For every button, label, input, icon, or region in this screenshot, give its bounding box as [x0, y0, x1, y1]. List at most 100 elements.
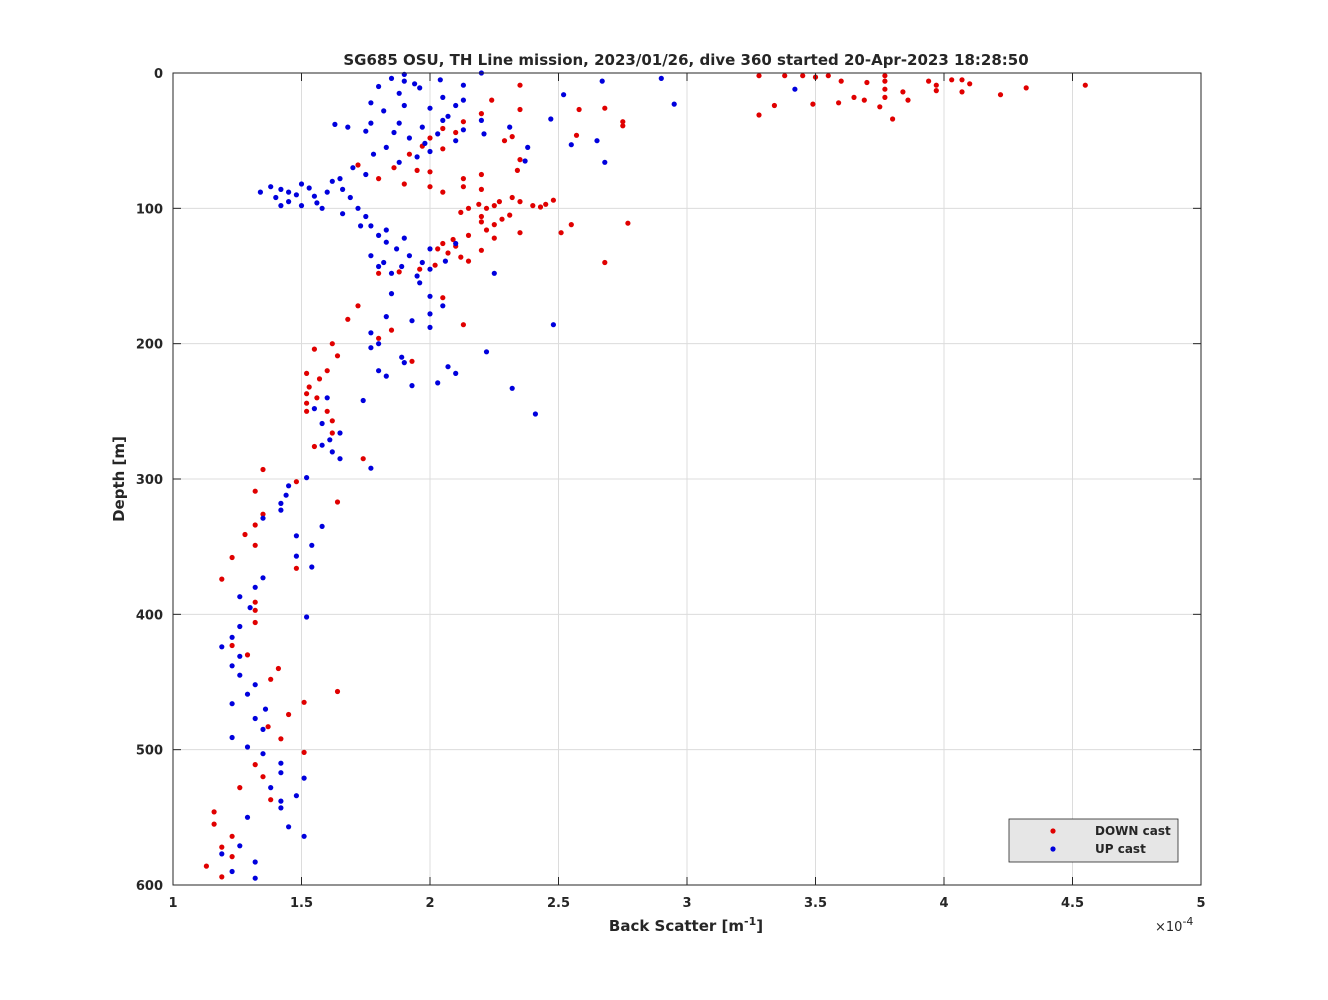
- data-point: [376, 176, 382, 182]
- data-point: [286, 189, 292, 195]
- data-point: [309, 564, 315, 570]
- data-point: [314, 200, 320, 206]
- data-point: [260, 726, 266, 733]
- data-point: [252, 607, 258, 613]
- data-point: [465, 205, 472, 211]
- data-point: [602, 159, 608, 165]
- data-point: [278, 186, 284, 192]
- data-point: [383, 227, 389, 233]
- data-point: [211, 809, 217, 815]
- data-point: [414, 273, 420, 279]
- data-point: [237, 672, 243, 678]
- x-tick-label: 3.5: [804, 896, 827, 911]
- data-point: [882, 94, 888, 100]
- data-point: [278, 203, 284, 209]
- x-tick-label: 4: [939, 896, 948, 911]
- data-point: [242, 531, 248, 538]
- data-point: [334, 688, 341, 695]
- data-point: [620, 119, 626, 125]
- data-point: [507, 124, 513, 130]
- data-point: [229, 734, 235, 741]
- x-tick-label: 3: [682, 896, 691, 911]
- data-point: [509, 385, 515, 391]
- data-point: [543, 201, 549, 207]
- data-point: [419, 259, 425, 266]
- data-point: [949, 77, 955, 83]
- series-up-cast: [219, 70, 798, 881]
- data-point: [460, 97, 466, 103]
- data-point: [376, 83, 382, 90]
- data-point: [568, 222, 574, 228]
- data-point: [304, 614, 310, 620]
- y-tick-label: 200: [136, 338, 163, 353]
- data-point: [620, 123, 626, 129]
- legend-marker: [1050, 846, 1056, 852]
- data-point: [283, 492, 289, 498]
- data-point: [311, 406, 317, 412]
- data-point: [478, 117, 484, 123]
- x-tick-label: 2: [425, 896, 434, 911]
- data-point: [414, 167, 420, 173]
- data-point: [532, 411, 539, 417]
- data-point: [244, 691, 251, 697]
- data-point: [460, 322, 466, 328]
- data-point: [517, 157, 523, 163]
- data-point: [293, 553, 299, 559]
- data-point: [293, 192, 299, 198]
- data-point: [959, 77, 965, 83]
- data-point: [337, 176, 343, 182]
- data-point: [278, 805, 284, 811]
- data-point: [293, 793, 299, 799]
- data-point: [324, 408, 330, 414]
- y-axis-title: Depth [m]: [110, 436, 128, 522]
- data-point: [900, 89, 906, 95]
- data-point: [368, 223, 374, 229]
- data-point: [450, 236, 456, 243]
- data-point: [329, 341, 335, 347]
- data-point: [522, 158, 528, 164]
- data-point: [501, 138, 508, 144]
- data-point: [319, 420, 325, 427]
- data-point: [491, 270, 497, 276]
- legend: DOWN cast UP cast: [1008, 818, 1179, 863]
- data-point: [229, 554, 235, 561]
- data-point: [252, 522, 258, 528]
- data-point: [905, 97, 911, 103]
- data-point: [576, 106, 582, 113]
- data-point: [278, 770, 284, 776]
- data-point: [959, 89, 965, 95]
- data-point: [409, 358, 415, 364]
- data-point: [491, 235, 497, 241]
- data-point: [568, 142, 574, 148]
- data-point: [229, 833, 235, 839]
- data-point: [360, 456, 366, 462]
- data-point: [440, 146, 446, 152]
- data-point: [417, 85, 423, 91]
- data-point: [327, 437, 333, 443]
- data-point: [800, 73, 806, 79]
- data-point: [440, 117, 446, 123]
- data-point: [237, 623, 243, 630]
- data-point: [409, 318, 415, 324]
- y-tick-label: 100: [136, 202, 163, 217]
- data-point: [376, 335, 382, 341]
- data-point: [460, 82, 466, 88]
- data-point: [324, 189, 330, 195]
- data-point: [376, 270, 382, 276]
- data-point: [599, 78, 605, 84]
- data-point: [355, 303, 361, 309]
- x-tick-label: 5: [1196, 896, 1205, 911]
- data-point: [293, 565, 299, 571]
- data-point: [388, 327, 395, 333]
- data-point: [329, 449, 335, 455]
- data-point: [453, 370, 459, 376]
- x-tick-label: 1.5: [290, 896, 313, 911]
- data-point: [412, 81, 418, 87]
- data-point: [229, 634, 235, 640]
- data-point: [332, 121, 338, 127]
- data-point: [422, 140, 428, 146]
- data-point: [252, 859, 258, 865]
- legend-items: DOWN cast UP cast: [1050, 824, 1171, 856]
- legend-box: [1008, 818, 1179, 863]
- data-point: [329, 430, 335, 436]
